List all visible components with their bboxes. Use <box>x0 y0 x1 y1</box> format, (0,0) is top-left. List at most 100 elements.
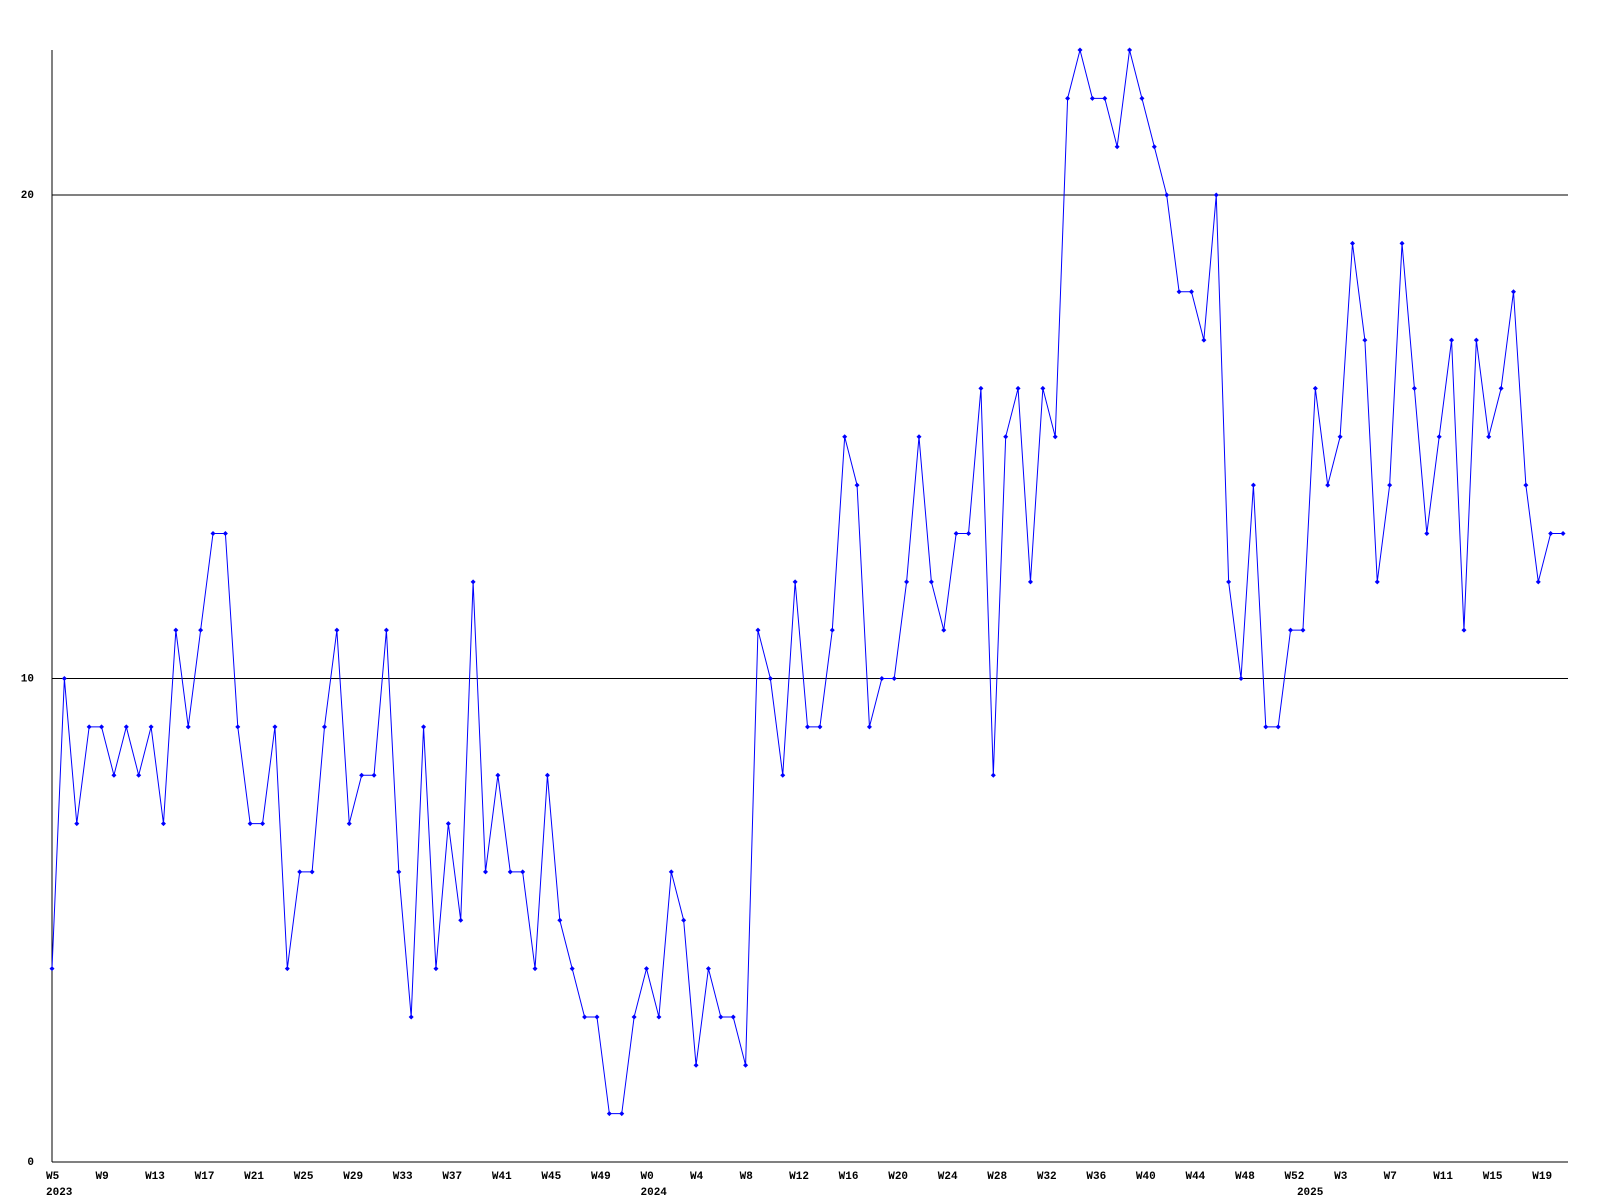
point-marker <box>210 530 216 536</box>
x-tick-label: W25 <box>294 1171 314 1183</box>
point-marker <box>730 1014 736 1020</box>
point-marker <box>1127 47 1133 53</box>
point-marker <box>346 821 352 827</box>
x-tick-label: W21 <box>244 1171 264 1183</box>
x-tick-label: W13 <box>145 1171 165 1183</box>
x-tick-label: W45 <box>541 1171 561 1183</box>
point-marker <box>458 917 464 923</box>
point-marker <box>928 579 934 585</box>
point-marker <box>619 1111 625 1117</box>
x-tick-label: W48 <box>1235 1171 1255 1183</box>
point-marker <box>1139 95 1145 101</box>
x-tick-label: W9 <box>96 1171 109 1183</box>
point-marker <box>247 821 253 827</box>
point-marker <box>495 772 501 778</box>
point-marker <box>1102 95 1108 101</box>
point-marker <box>297 869 303 875</box>
point-marker <box>1213 192 1219 198</box>
y-tick-label: 20 <box>21 190 34 202</box>
x-tick-label: W8 <box>740 1171 754 1183</box>
point-marker <box>631 1014 637 1020</box>
x-tick-label: W0 <box>641 1171 654 1183</box>
point-marker <box>136 772 142 778</box>
x-tick-label: W3 <box>1334 1171 1348 1183</box>
point-marker <box>557 917 563 923</box>
point-marker <box>1560 530 1566 536</box>
point-marker <box>173 627 179 633</box>
point-marker <box>1250 482 1256 488</box>
point-marker <box>148 724 154 730</box>
point-marker <box>61 676 67 682</box>
point-marker <box>953 530 959 536</box>
point-marker <box>1473 337 1479 343</box>
point-marker <box>1548 530 1554 536</box>
point-marker <box>743 1062 749 1068</box>
x-tick-label: W29 <box>343 1171 363 1183</box>
point-marker <box>86 724 92 730</box>
point-marker <box>482 869 488 875</box>
point-marker <box>1337 434 1343 440</box>
series-line <box>51 49 1564 1115</box>
x-tick-label: W37 <box>442 1171 462 1183</box>
point-marker <box>1176 289 1182 295</box>
point-marker <box>396 869 402 875</box>
x-tick-label: W19 <box>1532 1171 1552 1183</box>
x-tick-label: W49 <box>591 1171 611 1183</box>
x-tick-label: W40 <box>1136 1171 1156 1183</box>
point-marker <box>1461 627 1467 633</box>
point-marker <box>309 869 315 875</box>
x-tick-label: W15 <box>1483 1171 1503 1183</box>
x-tick-label: W36 <box>1086 1171 1106 1183</box>
point-marker <box>854 482 860 488</box>
point-marker <box>1523 482 1529 488</box>
point-marker <box>544 772 550 778</box>
point-marker <box>74 821 80 827</box>
point-marker <box>1089 95 1095 101</box>
point-marker <box>123 724 129 730</box>
x-tick-label: W7 <box>1384 1171 1397 1183</box>
point-marker <box>644 966 650 972</box>
year-label: 2025 <box>1297 1187 1324 1199</box>
point-marker <box>569 966 575 972</box>
x-tick-label: W52 <box>1285 1171 1305 1183</box>
x-tick-label: W24 <box>938 1171 958 1183</box>
point-marker <box>1201 337 1207 343</box>
point-marker <box>681 917 687 923</box>
point-marker <box>594 1014 600 1020</box>
point-marker <box>582 1014 588 1020</box>
point-marker <box>111 772 117 778</box>
point-marker <box>780 772 786 778</box>
point-marker <box>1238 676 1244 682</box>
point-marker <box>260 821 266 827</box>
x-tick-label: W44 <box>1185 1171 1205 1183</box>
point-marker <box>656 1014 662 1020</box>
point-marker <box>421 724 427 730</box>
y-tick-label: 10 <box>21 673 34 685</box>
point-marker <box>1349 240 1355 246</box>
point-marker <box>1300 627 1306 633</box>
point-marker <box>866 724 872 730</box>
point-marker <box>1312 385 1318 391</box>
point-marker <box>1424 530 1430 536</box>
point-marker <box>1275 724 1281 730</box>
x-tick-label: W12 <box>789 1171 809 1183</box>
point-marker <box>1065 95 1071 101</box>
point-marker <box>1015 385 1021 391</box>
point-marker <box>966 530 972 536</box>
point-marker <box>470 579 476 585</box>
point-marker <box>383 627 389 633</box>
point-marker <box>842 434 848 440</box>
x-tick-label: W32 <box>1037 1171 1057 1183</box>
point-marker <box>1040 385 1046 391</box>
point-marker <box>408 1014 414 1020</box>
point-marker <box>990 772 996 778</box>
point-marker <box>1325 482 1331 488</box>
point-marker <box>693 1062 699 1068</box>
point-marker <box>1411 385 1417 391</box>
point-marker <box>532 966 538 972</box>
point-marker <box>1486 434 1492 440</box>
point-marker <box>829 627 835 633</box>
point-marker <box>1003 434 1009 440</box>
point-marker <box>371 772 377 778</box>
